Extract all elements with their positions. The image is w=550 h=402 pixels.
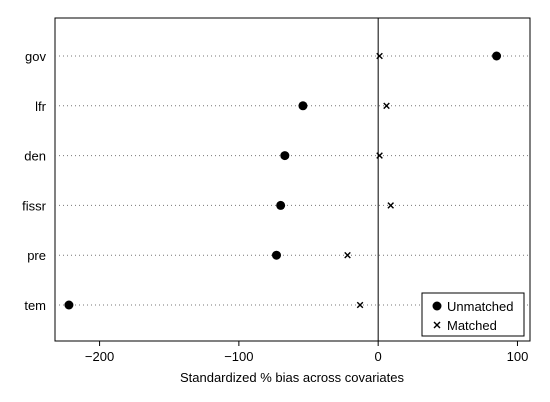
legend-box [421, 292, 525, 337]
x-tick-label: 100 [507, 349, 529, 364]
unmatched-point-lfr [298, 101, 308, 111]
matched-point-lfr [383, 102, 390, 110]
legend-unmatched-label: Unmatched [447, 299, 513, 314]
matched-point-den [376, 152, 383, 159]
matched-point-pre [344, 251, 351, 259]
legend-unmatched-marker [432, 301, 442, 311]
y-tick-label-tem: tem [24, 298, 46, 313]
unmatched-point-fissr [276, 200, 286, 210]
x-tick-label: 0 [375, 349, 382, 364]
legend-matched-label: Matched [447, 318, 497, 333]
unmatched-point-gov [492, 51, 502, 61]
x-tick-label: −100 [224, 349, 253, 364]
matched-point-fissr [387, 202, 394, 209]
x-tick-label: −200 [85, 349, 114, 364]
unmatched-point-den [280, 151, 290, 161]
y-tick-label-pre: pre [27, 248, 46, 263]
unmatched-point-tem [64, 300, 74, 310]
legend-matched-marker [433, 321, 441, 329]
x-ticks: −200 −100 0 100 [85, 341, 528, 364]
legend: Unmatched Matched [421, 292, 525, 337]
y-tick-label-den: den [24, 149, 46, 164]
y-tick-label-lfr: lfr [35, 99, 47, 114]
plot-frame [54, 17, 531, 342]
matched-point-gov [376, 52, 383, 60]
y-tick-labels: gov lfr den fissr pre tem [22, 49, 47, 313]
y-tick-label-fissr: fissr [22, 198, 47, 213]
unmatched-point-pre [271, 250, 281, 260]
matched-point-tem [356, 301, 364, 309]
data-markers [64, 51, 502, 310]
y-tick-label-gov: gov [25, 49, 46, 64]
x-axis-title: Standardized % bias across covariates [180, 370, 405, 385]
